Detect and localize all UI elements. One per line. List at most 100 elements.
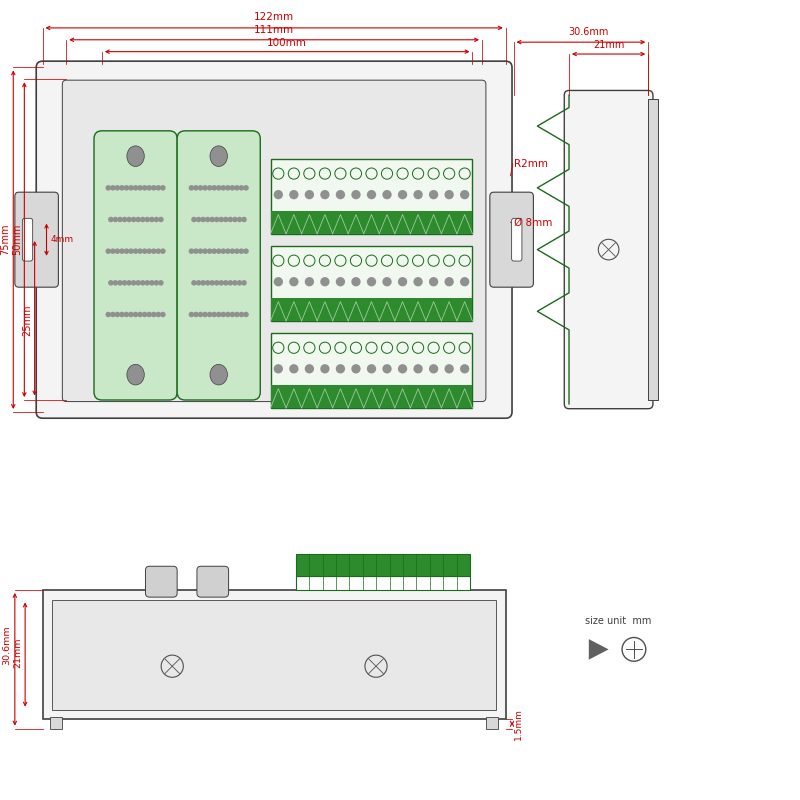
Circle shape (202, 248, 208, 254)
Circle shape (131, 217, 136, 222)
Circle shape (367, 277, 376, 286)
Circle shape (128, 185, 134, 190)
Circle shape (367, 364, 376, 374)
Circle shape (128, 248, 134, 254)
Circle shape (202, 312, 208, 318)
Circle shape (305, 190, 314, 199)
Text: 50mm: 50mm (12, 224, 22, 255)
FancyBboxPatch shape (62, 80, 486, 402)
Circle shape (198, 312, 203, 318)
Circle shape (135, 217, 141, 222)
Ellipse shape (210, 364, 227, 385)
Circle shape (305, 277, 314, 286)
Text: 122mm: 122mm (254, 12, 294, 22)
Bar (270, 386, 473, 408)
Circle shape (223, 280, 229, 286)
Circle shape (154, 280, 159, 286)
FancyBboxPatch shape (564, 90, 653, 409)
Bar (296, 576, 470, 590)
Circle shape (128, 312, 134, 318)
Circle shape (151, 248, 157, 254)
Bar (486, 717, 498, 729)
Circle shape (117, 217, 122, 222)
Text: 111mm: 111mm (254, 25, 294, 35)
Circle shape (225, 185, 230, 190)
Circle shape (221, 248, 226, 254)
Circle shape (216, 312, 222, 318)
Circle shape (146, 185, 152, 190)
Circle shape (106, 248, 111, 254)
Circle shape (196, 280, 202, 286)
Circle shape (230, 312, 235, 318)
Circle shape (158, 280, 164, 286)
Circle shape (238, 312, 244, 318)
Bar (648, 99, 658, 400)
Circle shape (193, 248, 198, 254)
Text: 30.6mm: 30.6mm (2, 626, 12, 666)
Circle shape (429, 190, 438, 199)
Circle shape (151, 185, 157, 190)
FancyBboxPatch shape (512, 218, 522, 261)
Circle shape (114, 248, 120, 254)
Circle shape (155, 312, 161, 318)
Circle shape (274, 190, 283, 199)
Circle shape (110, 248, 115, 254)
Circle shape (160, 185, 166, 190)
Circle shape (336, 277, 345, 286)
Circle shape (237, 280, 242, 286)
Circle shape (398, 364, 407, 374)
Bar (42, 590, 506, 719)
Circle shape (445, 190, 454, 199)
Text: 4mm: 4mm (50, 235, 74, 244)
Circle shape (289, 190, 298, 199)
FancyBboxPatch shape (177, 131, 260, 400)
Text: R2mm: R2mm (514, 159, 548, 169)
Circle shape (198, 248, 203, 254)
Circle shape (445, 277, 454, 286)
Circle shape (243, 312, 249, 318)
Circle shape (142, 248, 147, 254)
Circle shape (274, 364, 283, 374)
Circle shape (142, 312, 147, 318)
Circle shape (225, 248, 230, 254)
Bar (270, 158, 473, 234)
Text: 1.5mm: 1.5mm (514, 708, 523, 740)
Circle shape (320, 190, 330, 199)
Circle shape (108, 280, 114, 286)
FancyBboxPatch shape (490, 192, 534, 287)
Circle shape (230, 185, 235, 190)
Circle shape (230, 248, 235, 254)
Circle shape (232, 217, 238, 222)
Circle shape (289, 364, 298, 374)
Circle shape (108, 217, 114, 222)
Circle shape (211, 248, 217, 254)
Text: 75mm: 75mm (0, 224, 10, 255)
Circle shape (119, 312, 125, 318)
Circle shape (122, 280, 127, 286)
Circle shape (336, 190, 345, 199)
Circle shape (207, 312, 212, 318)
Circle shape (211, 185, 217, 190)
Circle shape (210, 280, 215, 286)
Circle shape (320, 364, 330, 374)
Circle shape (113, 280, 118, 286)
Circle shape (243, 248, 249, 254)
Circle shape (207, 185, 212, 190)
Circle shape (460, 190, 470, 199)
Circle shape (133, 248, 138, 254)
Circle shape (207, 248, 212, 254)
Polygon shape (589, 639, 609, 660)
Circle shape (211, 312, 217, 318)
Circle shape (216, 185, 222, 190)
Circle shape (160, 248, 166, 254)
Circle shape (142, 185, 147, 190)
Circle shape (202, 185, 208, 190)
Circle shape (189, 185, 194, 190)
Circle shape (221, 312, 226, 318)
Circle shape (243, 185, 249, 190)
Circle shape (205, 217, 210, 222)
Circle shape (225, 312, 230, 318)
Circle shape (189, 248, 194, 254)
Circle shape (119, 248, 125, 254)
Circle shape (110, 185, 115, 190)
